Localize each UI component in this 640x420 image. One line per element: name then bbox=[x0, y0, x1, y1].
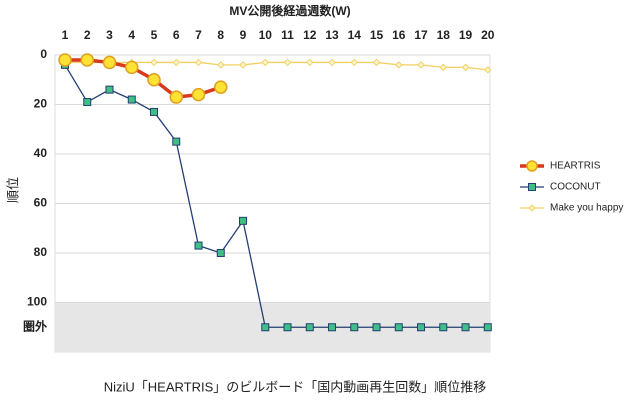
marker bbox=[58, 53, 72, 67]
marker bbox=[439, 63, 447, 72]
x-tick-label: 12 bbox=[303, 28, 317, 42]
x-tick-label: 2 bbox=[84, 28, 91, 42]
marker bbox=[394, 323, 403, 332]
legend-marker bbox=[528, 183, 536, 191]
y-tick-label: 80 bbox=[34, 245, 48, 259]
x-tick-label: 9 bbox=[240, 28, 247, 42]
x-tick-label: 13 bbox=[325, 28, 339, 42]
x-tick-label: 5 bbox=[151, 28, 158, 42]
marker bbox=[172, 137, 181, 146]
x-tick-label: 7 bbox=[195, 28, 202, 42]
marker bbox=[328, 58, 336, 67]
marker bbox=[306, 58, 314, 67]
marker bbox=[172, 58, 180, 67]
y-tick-label: 100 bbox=[27, 295, 47, 309]
marker bbox=[417, 61, 425, 69]
marker bbox=[191, 87, 206, 102]
x-tick-label: 20 bbox=[481, 28, 495, 42]
marker bbox=[283, 58, 292, 67]
marker bbox=[350, 323, 359, 332]
y-tick-label: 60 bbox=[34, 196, 48, 210]
marker bbox=[147, 73, 161, 87]
marker bbox=[372, 58, 381, 67]
marker bbox=[305, 323, 314, 332]
marker bbox=[150, 58, 158, 67]
y-tick-label: 0 bbox=[40, 47, 47, 61]
marker bbox=[328, 323, 337, 332]
marker bbox=[283, 323, 292, 332]
marker bbox=[83, 98, 92, 107]
x-tick-label: 16 bbox=[392, 28, 406, 42]
marker bbox=[350, 58, 358, 67]
x-tick-label: 19 bbox=[459, 28, 473, 42]
legend-label: Make you happy bbox=[550, 203, 623, 214]
x-axis-title: MV公開後経過週数(W) bbox=[229, 3, 350, 18]
marker bbox=[194, 241, 203, 250]
x-tick-label: 18 bbox=[437, 28, 451, 42]
x-tick-label: 6 bbox=[173, 28, 180, 42]
x-tick-label: 10 bbox=[259, 28, 273, 42]
marker bbox=[483, 323, 492, 332]
marker bbox=[417, 323, 426, 332]
marker bbox=[239, 216, 248, 225]
x-tick-label: 15 bbox=[370, 28, 384, 42]
marker bbox=[169, 90, 184, 104]
legend-label: COCONUT bbox=[550, 182, 601, 193]
marker bbox=[125, 60, 139, 75]
marker bbox=[80, 53, 95, 67]
x-tick-label: 4 bbox=[128, 28, 135, 42]
legend-label: HEARTRIS bbox=[550, 161, 601, 172]
x-tick-label: 14 bbox=[348, 28, 362, 42]
x-tick-label: 11 bbox=[281, 28, 294, 42]
x-tick-label: 1 bbox=[62, 28, 69, 42]
x-tick-label: 17 bbox=[414, 28, 428, 42]
marker bbox=[461, 63, 470, 72]
marker bbox=[372, 323, 381, 332]
x-tick-label: 8 bbox=[217, 28, 224, 42]
marker bbox=[216, 249, 225, 257]
legend-marker bbox=[528, 204, 536, 212]
y-tick-label: 20 bbox=[34, 97, 48, 111]
marker bbox=[461, 323, 470, 332]
caption: NiziU「HEARTRIS」のビルボード「国内動画再生回数」順位推移 bbox=[104, 379, 487, 394]
marker bbox=[150, 107, 159, 116]
marker bbox=[261, 58, 269, 67]
marker bbox=[239, 61, 247, 69]
y-tick-label: 40 bbox=[34, 146, 48, 160]
y-axis-title: 順位 bbox=[5, 177, 20, 203]
marker bbox=[439, 323, 448, 332]
marker bbox=[395, 61, 403, 69]
marker bbox=[217, 61, 225, 69]
marker bbox=[261, 323, 270, 332]
x-tick-label: 3 bbox=[106, 28, 113, 42]
marker bbox=[194, 58, 203, 67]
marker bbox=[102, 55, 117, 70]
legend-marker bbox=[526, 160, 538, 172]
marker bbox=[484, 66, 492, 74]
marker bbox=[127, 95, 136, 104]
marker bbox=[214, 80, 228, 94]
y-tick-label: 圏外 bbox=[23, 318, 47, 333]
marker bbox=[105, 85, 114, 94]
